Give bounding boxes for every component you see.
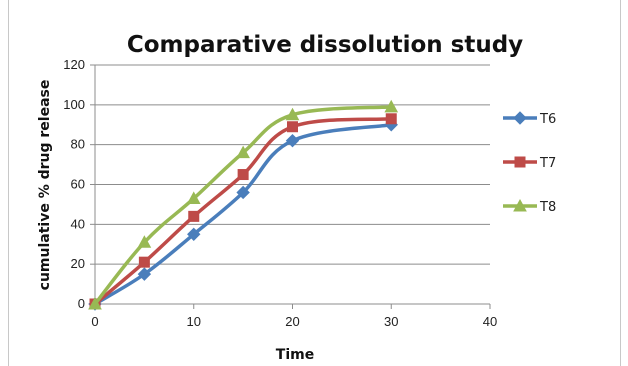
- data-point-t6: [137, 267, 152, 281]
- y-tick-label: 100: [63, 97, 85, 112]
- data-point-t7: [188, 210, 200, 222]
- legend-label-t7: T7: [539, 156, 556, 171]
- x-tick-label: 30: [384, 314, 398, 329]
- y-tick-label: 60: [71, 177, 85, 192]
- legend-marker-t7: [514, 156, 526, 168]
- y-tick-label: 120: [63, 57, 85, 72]
- x-axis-label: Time: [276, 347, 314, 363]
- data-point-t7: [237, 169, 249, 181]
- data-point-t7: [385, 113, 397, 125]
- x-tick-label: 0: [91, 314, 98, 329]
- data-point-t8: [384, 99, 399, 113]
- legend-marker-t8: [513, 198, 527, 212]
- data-point-t6: [285, 133, 300, 148]
- series-layer: [88, 99, 399, 311]
- x-tick-label: 20: [285, 314, 299, 329]
- data-point-t7: [138, 256, 150, 268]
- data-point-t6: [187, 227, 201, 241]
- legend: T6 T7 T8: [503, 111, 556, 215]
- frame-border-right: [620, 0, 621, 366]
- data-point-t8: [186, 191, 201, 204]
- y-tick-label: 80: [71, 137, 85, 152]
- data-point-t7: [287, 121, 298, 133]
- y-tick-label: 0: [78, 296, 85, 311]
- legend-label-t8: T8: [539, 200, 556, 215]
- chart-title: Comparative dissolution study: [127, 32, 523, 58]
- axis-layer: 0 20 40 60 80 100 120 0 10 20 30 40: [63, 57, 497, 329]
- data-point-t8: [285, 107, 300, 121]
- x-tick-label: 10: [187, 314, 201, 329]
- legend-label-t6: T6: [539, 112, 556, 127]
- data-point-t8: [137, 235, 152, 248]
- data-point-t8: [88, 296, 102, 310]
- legend-marker-t6: [513, 111, 527, 125]
- x-tick-label: 40: [483, 314, 497, 329]
- frame-border-left: [8, 0, 9, 366]
- data-point-t8: [236, 145, 250, 159]
- y-tick-label: 20: [71, 256, 85, 271]
- data-point-t6: [236, 185, 250, 200]
- y-tick-label: 40: [71, 216, 85, 231]
- y-axis-label: cumulative % drug release: [37, 80, 53, 291]
